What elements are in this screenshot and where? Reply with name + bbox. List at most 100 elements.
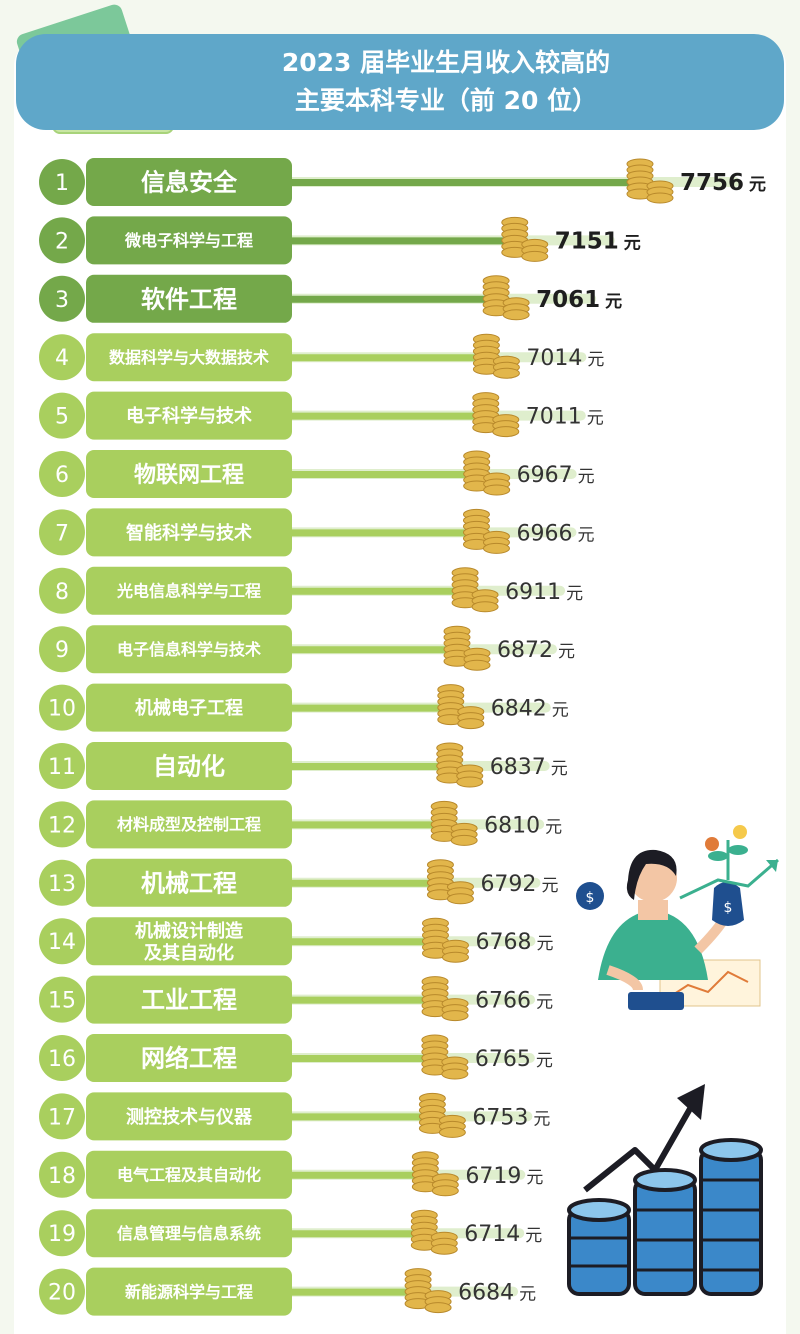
chart-title-line-2: 主要本科专业（前 20 位） [294, 86, 598, 115]
coin-stack-icon [418, 1092, 466, 1138]
rank-number: 10 [48, 697, 76, 722]
rank-badge [39, 509, 85, 556]
rank-badge [39, 1093, 85, 1140]
major-label-pill [86, 975, 292, 1024]
value-label: 6810 元 [484, 813, 562, 838]
major-label-pill [86, 450, 292, 498]
major-label-pill [86, 858, 292, 907]
rank-badge [39, 918, 85, 965]
coin-stack-icon [411, 1151, 459, 1197]
rank-number: 14 [48, 930, 76, 955]
major-name-label: 数据科学与大数据技术 [109, 348, 269, 367]
value-bar [260, 412, 486, 420]
coin-stack-icon [462, 508, 510, 554]
value-label: 7061 元 [536, 287, 622, 313]
major-name-label: 电子信息科学与技术 [117, 640, 261, 659]
value-bar [260, 471, 477, 478]
value-bar [260, 295, 497, 303]
svg-text:$: $ [586, 890, 595, 906]
value-unit: 元 [605, 292, 622, 312]
value-label: 6714 元 [464, 1222, 542, 1247]
major-label-pill [86, 683, 292, 732]
chart-header: 2023 届毕业生月收入较高的 主要本科专业（前 20 位） [16, 34, 784, 130]
coin-stack-icon [463, 450, 511, 496]
major-name-label: 软件工程 [141, 285, 237, 313]
woman-with-money-plant-illustration: $ $ [576, 825, 779, 1010]
major-label-pill [86, 274, 292, 323]
rank-badge [39, 684, 85, 731]
major-name-label: 材料成型及控制工程 [117, 815, 261, 834]
value-unit: 元 [536, 993, 553, 1013]
rank-badge [39, 1268, 85, 1315]
coin-stack-icon [421, 917, 469, 963]
rank-badge [39, 1151, 85, 1198]
coin-stack-icon [451, 567, 499, 613]
coin-stack-icon [472, 392, 520, 438]
value-unit: 元 [551, 759, 568, 779]
value-unit: 元 [558, 642, 575, 662]
rank-number: 8 [55, 580, 69, 605]
rank-badge [39, 392, 85, 439]
major-name-label: 机械工程 [141, 869, 237, 897]
value-label: 6765 元 [475, 1047, 553, 1072]
major-name-label: 网络工程 [141, 1045, 237, 1073]
major-label-pill [86, 625, 292, 674]
value-unit: 元 [519, 1285, 536, 1305]
major-name-label: 机械设计制造及其自动化 [135, 920, 243, 964]
rank-badge [39, 801, 85, 848]
major-label-pill [86, 800, 292, 849]
value-bar [260, 1055, 435, 1062]
coin-stack-icon [436, 742, 484, 788]
value-label: 6842 元 [491, 697, 569, 722]
major-name-label: 新能源科学与工程 [125, 1282, 253, 1301]
major-name-label: 智能科学与技术 [126, 522, 252, 544]
value-label: 7011 元 [526, 405, 604, 430]
value-bar [260, 763, 450, 770]
value-bar [260, 646, 458, 654]
value-unit: 元 [533, 1109, 550, 1129]
rank-number: 16 [48, 1047, 76, 1072]
major-label-pill [86, 566, 292, 615]
value-unit: 元 [526, 1168, 543, 1188]
major-label-pill [86, 1092, 292, 1141]
value-bar [260, 1288, 419, 1296]
value-label: 6719 元 [465, 1164, 543, 1189]
coin-stack-icon [567, 1198, 631, 1296]
value-unit: 元 [552, 701, 569, 721]
value-bar [260, 587, 466, 595]
value-bar [260, 996, 436, 1004]
value-bar [260, 879, 441, 887]
cash-icon [628, 992, 684, 1010]
value-unit: 元 [749, 175, 766, 195]
growth-arrow-icon [677, 1084, 705, 1120]
value-label: 6837 元 [490, 755, 568, 780]
rank-badge [39, 159, 85, 205]
rank-number: 5 [55, 405, 69, 430]
value-unit: 元 [587, 350, 604, 370]
chart-title-line-1: 2023 届毕业生月收入较高的 [281, 48, 611, 77]
coin-stack-icon [421, 1034, 469, 1080]
major-name-label: 电子科学与技术 [126, 405, 252, 427]
rank-badge [39, 743, 85, 789]
major-label-pill [86, 216, 292, 265]
value-label: 6792 元 [480, 872, 558, 897]
major-name-label: 信息安全 [141, 169, 238, 197]
coin-stack-icon [482, 275, 530, 321]
major-name-label: 机械电子工程 [135, 697, 243, 719]
rank-number: 11 [48, 755, 76, 780]
rank-number: 4 [55, 346, 69, 371]
major-name-label: 微电子科学与工程 [124, 231, 253, 250]
value-bar [260, 821, 445, 829]
value-label: 6753 元 [472, 1105, 550, 1130]
major-label-pill [86, 158, 292, 206]
major-label-pill [86, 1209, 292, 1258]
coin-stack-icon [472, 333, 520, 379]
rank-badge [39, 451, 85, 497]
coin-stack-icon [404, 1268, 452, 1314]
major-name-line: 机械设计制造 [135, 920, 243, 942]
coin-stack-icon [430, 800, 478, 846]
rank-number: 3 [55, 288, 69, 313]
major-label-pill [86, 742, 292, 790]
major-name-line: 及其自动化 [144, 942, 234, 964]
major-label-pill [86, 1034, 292, 1082]
